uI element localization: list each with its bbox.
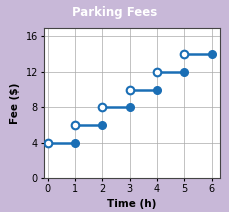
Text: Parking Fees: Parking Fees (72, 6, 157, 19)
X-axis label: Time (h): Time (h) (107, 199, 156, 209)
Y-axis label: Fee ($): Fee ($) (10, 82, 20, 124)
